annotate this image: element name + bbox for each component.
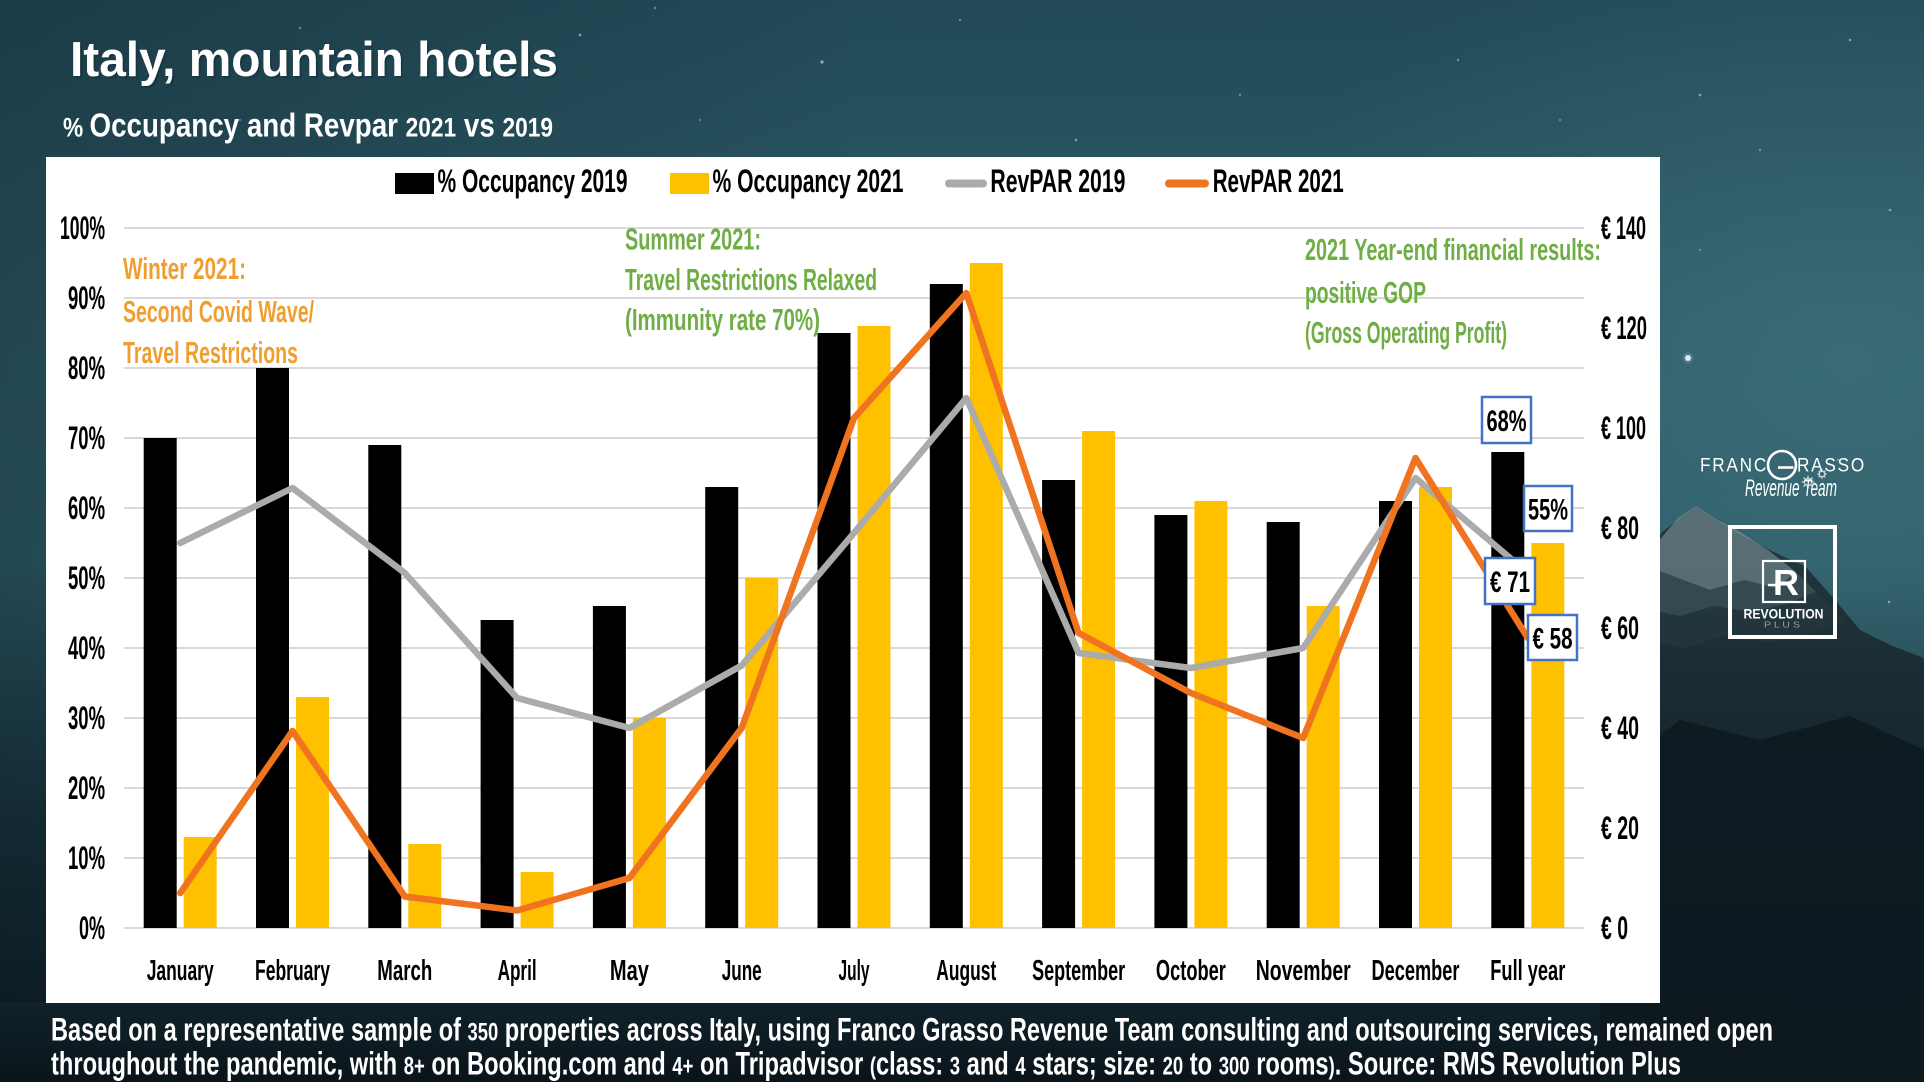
- svg-text:20%: 20%: [68, 770, 105, 806]
- svg-text:Italy, mountain hotels: Italy, mountain hotels: [70, 33, 558, 87]
- svg-text:€ 0: € 0: [1601, 910, 1628, 946]
- svg-text:Italy, mountain hotels: Italy, mountain hotels: [72, 35, 560, 89]
- svg-text:RevPAR 2019: RevPAR 2019: [990, 163, 1125, 199]
- svg-text:80%: 80%: [68, 350, 105, 386]
- svg-text:0%: 0%: [79, 910, 105, 946]
- svg-text:July: July: [839, 955, 870, 987]
- svg-text:40%: 40%: [68, 630, 105, 666]
- svg-text:€ 60: € 60: [1601, 610, 1639, 646]
- svg-text:R: R: [1773, 562, 1799, 603]
- svg-text:% Occupancy 2019: % Occupancy 2019: [438, 163, 628, 199]
- svg-text:30%: 30%: [68, 700, 105, 736]
- svg-text:Travel Restrictions Relaxed: Travel Restrictions Relaxed: [625, 262, 877, 297]
- svg-text:October: October: [1156, 955, 1226, 987]
- svg-text:€ 71: € 71: [1490, 566, 1530, 599]
- svg-text:90%: 90%: [68, 280, 105, 316]
- svg-text:70%: 70%: [68, 420, 105, 456]
- svg-text:68%: 68%: [1487, 405, 1527, 438]
- svg-text:10%: 10%: [68, 840, 105, 876]
- svg-text:€ 40: € 40: [1601, 710, 1639, 746]
- svg-text:positive GOP: positive GOP: [1305, 275, 1426, 310]
- svg-text:2021 Year-end financial result: 2021 Year-end financial results:: [1305, 232, 1601, 267]
- svg-text:€ 120: € 120: [1601, 310, 1647, 346]
- svg-text:Second Covid Wave/: Second Covid Wave/: [123, 294, 314, 329]
- svg-text:Winter 2021:: Winter 2021:: [123, 251, 246, 286]
- svg-text:P L U S: P L U S: [1764, 620, 1800, 630]
- svg-text:September: September: [1032, 955, 1125, 987]
- svg-text:March: March: [377, 955, 432, 987]
- svg-text:April: April: [498, 955, 537, 987]
- svg-text:FRANC: FRANC: [1700, 455, 1768, 477]
- svg-text:June: June: [722, 955, 762, 987]
- svg-text:December: December: [1372, 955, 1460, 987]
- svg-text:Revenue Team: Revenue Team: [1745, 475, 1837, 502]
- svg-text:Based on a representative samp: Based on a representative sample of 350 …: [51, 1012, 1773, 1048]
- svg-text:throughout the pandemic, with: throughout the pandemic, with 8+ on Book…: [51, 1046, 1681, 1082]
- svg-text:55%: 55%: [1528, 494, 1568, 527]
- svg-text:€ 20: € 20: [1601, 810, 1639, 846]
- svg-text:January: January: [147, 955, 214, 987]
- svg-text:Travel Restrictions: Travel Restrictions: [123, 335, 298, 370]
- svg-text:% Occupancy and Revpar 2021 vs: % Occupancy and Revpar 2021 vs 2019: [63, 107, 553, 144]
- svg-text:May: May: [610, 955, 649, 987]
- svg-text:100%: 100%: [60, 210, 105, 246]
- svg-text:€ 100: € 100: [1601, 410, 1646, 446]
- svg-text:November: November: [1256, 955, 1351, 987]
- svg-text:(Gross Operating Profit): (Gross Operating Profit): [1305, 315, 1507, 350]
- svg-text:Summer 2021:: Summer 2021:: [625, 222, 761, 257]
- svg-text:€ 58: € 58: [1533, 623, 1573, 656]
- svg-text:RevPAR 2021: RevPAR 2021: [1213, 163, 1344, 199]
- svg-text:50%: 50%: [68, 560, 105, 596]
- svg-text:RASSO: RASSO: [1797, 455, 1866, 477]
- svg-text:% Occupancy 2021: % Occupancy 2021: [713, 163, 904, 199]
- svg-text:REVOLUTION: REVOLUTION: [1744, 606, 1824, 622]
- svg-text:€ 80: € 80: [1601, 510, 1639, 546]
- svg-text:60%: 60%: [68, 490, 105, 526]
- svg-text:(Immunity rate 70%): (Immunity rate 70%): [625, 302, 820, 337]
- svg-text:February: February: [255, 955, 330, 987]
- svg-text:€ 140: € 140: [1601, 210, 1646, 246]
- svg-text:Full year: Full year: [1490, 955, 1565, 987]
- svg-text:August: August: [936, 955, 996, 987]
